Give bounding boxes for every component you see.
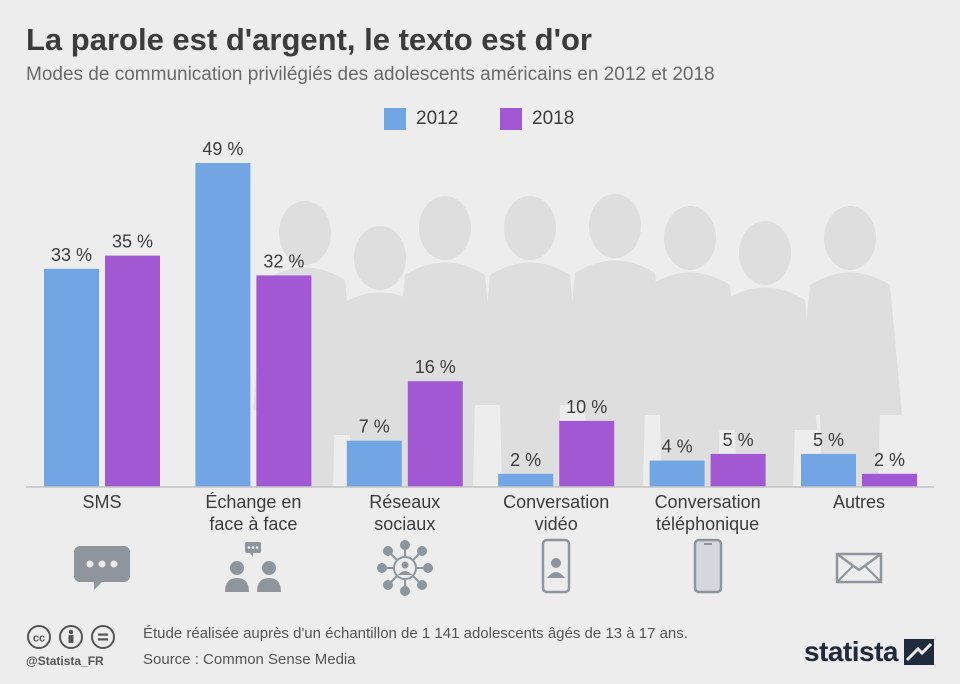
data-label-2012-4: 2 % [510,450,541,470]
statista-handle: @Statista_FR [26,654,104,668]
data-label-2018-3: 16 % [415,357,456,377]
data-label-2012-3: 7 % [359,417,390,437]
bar-2012-4 [498,473,554,487]
bar-2012-2 [195,163,251,487]
teen-silhouette [798,206,902,487]
attribution-icon [59,625,83,649]
data-label-2012-1: 33 % [51,245,92,265]
category-label-5: Conversation téléphonique [633,491,783,535]
bar-2018-4 [559,420,615,487]
social-network-icon [375,538,435,598]
category-label-line: Échange en [205,492,302,512]
statista-logo-mark-icon [904,639,934,665]
data-label-2018-2: 32 % [263,251,304,271]
legend-label-2018: 2018 [532,108,575,129]
bar-2012-6 [801,453,856,487]
data-label-2012-6: 5 % [813,430,844,450]
data-label-2018-5: 5 % [723,430,754,450]
svg-text:cc: cc [33,633,45,645]
teen-silhouette [638,206,742,487]
legend-item-2018: 2018 [500,108,574,130]
bar-2012-5 [649,460,705,487]
category-label-line: vidéo [534,514,578,534]
statista-wordmark: statista [803,636,899,667]
bar-2018-5 [710,453,766,487]
bar-2018-3 [407,381,463,487]
bar-2018-6 [862,473,917,487]
data-label-2018-4: 10 % [566,397,607,417]
video-call-phone-icon [526,538,586,598]
teen-silhouette [713,221,817,487]
smartphone-icon [678,538,738,598]
category-label-1: SMS [27,491,177,513]
category-label-line: téléphonique [656,514,760,534]
source-note: Source : Common Sense Media [143,651,356,668]
category-label-6: Autres [784,491,934,513]
study-note: Étude réalisée auprès d'un échantillon d… [143,625,688,642]
bar-2018-2 [256,275,312,487]
chart-subtitle: Modes de communication privilégiés des a… [26,64,715,85]
envelope-icon [829,538,889,598]
chart-title: La parole est d'argent, le texto est d'o… [26,22,592,57]
legend-swatch-2012 [384,108,406,130]
two-people-icon [223,538,283,598]
category-label-4: Conversation vidéo [481,491,631,535]
data-label-2018-6: 2 % [874,450,905,470]
legend-swatch-2018 [500,108,522,130]
statista-logo: statista [804,636,934,668]
category-label-3: Réseaux sociaux [330,491,480,535]
category-label-line: Autres [832,492,886,512]
creative-commons-icon: cc [27,625,51,649]
chat-bubble-icon [72,538,132,598]
bar-2018-1 [105,255,160,487]
category-label-line: SMS [82,492,122,512]
category-label-line: Réseaux [369,492,441,512]
data-label-2018-1: 35 % [112,232,153,252]
bar-2012-3 [346,440,402,487]
category-label-line: sociaux [374,514,436,534]
category-label-2: Échange en face à face [178,491,328,535]
legend-label-2012: 2012 [416,108,459,129]
bar-2012-1 [44,268,99,487]
no-derivatives-icon [91,625,115,649]
teen-silhouette [478,196,582,487]
data-label-2012-5: 4 % [662,437,693,457]
legend-item-2012: 2012 [384,108,458,130]
category-label-line: face à face [209,514,298,534]
data-label-2012-2: 49 % [202,139,243,159]
category-label-line: Conversation [503,492,610,512]
category-label-line: Conversation [654,492,761,512]
